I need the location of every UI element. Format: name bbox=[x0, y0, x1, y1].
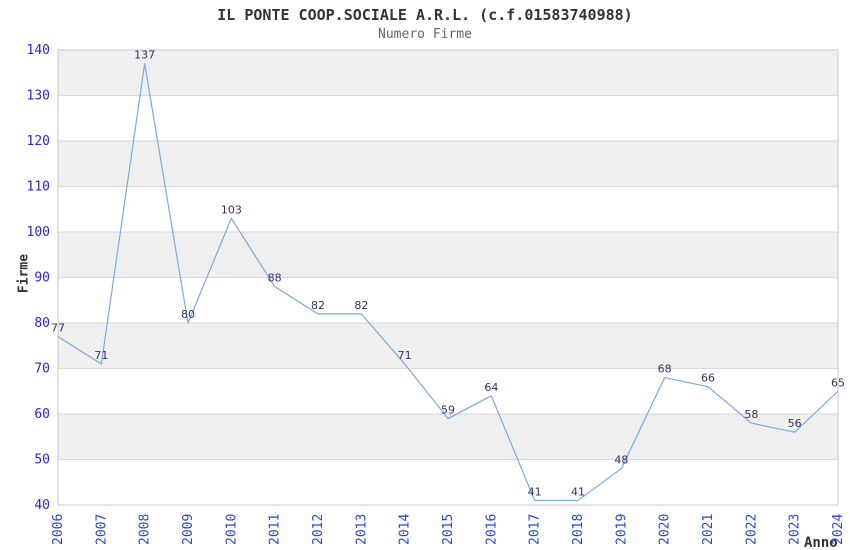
plot-band bbox=[58, 141, 838, 187]
x-tick-label: 2012 bbox=[311, 514, 326, 545]
x-tick-label: 2022 bbox=[744, 514, 759, 545]
x-tick-label: 2009 bbox=[181, 514, 196, 545]
y-tick-label: 130 bbox=[27, 89, 50, 104]
x-tick-label: 2008 bbox=[138, 514, 153, 545]
chart-title: IL PONTE COOP.SOCIALE A.R.L. (c.f.015837… bbox=[217, 6, 633, 24]
x-tick-label: 2020 bbox=[658, 514, 673, 545]
data-point-label: 68 bbox=[658, 363, 672, 376]
y-tick-label: 40 bbox=[34, 498, 50, 513]
y-tick-label: 90 bbox=[34, 271, 50, 286]
data-point-label: 71 bbox=[398, 349, 412, 362]
x-tick-label: 2023 bbox=[788, 514, 803, 545]
x-tick-label: 2010 bbox=[224, 514, 239, 545]
y-tick-label: 80 bbox=[34, 316, 50, 331]
y-tick-label: 70 bbox=[34, 362, 50, 377]
x-tick-label: 2007 bbox=[94, 514, 109, 545]
data-point-label: 88 bbox=[268, 272, 282, 285]
plot-border bbox=[57, 49, 839, 506]
x-tick-label: 2014 bbox=[398, 514, 413, 545]
plot-band bbox=[58, 323, 838, 369]
x-tick-label: 2024 bbox=[831, 514, 846, 545]
data-point-label: 82 bbox=[311, 299, 325, 312]
data-point-label: 65 bbox=[831, 376, 845, 389]
x-tick-label: 2013 bbox=[354, 514, 369, 545]
x-tick-label: 2019 bbox=[614, 514, 629, 545]
x-tick-label: 2018 bbox=[571, 514, 586, 545]
data-point-label: 41 bbox=[571, 485, 585, 498]
data-point-label: 137 bbox=[134, 49, 155, 62]
x-tick-label: 2006 bbox=[51, 514, 66, 545]
x-tick-label: 2015 bbox=[441, 514, 456, 545]
y-tick-label: 140 bbox=[27, 43, 50, 58]
plot-band bbox=[58, 414, 838, 460]
y-tick-label: 100 bbox=[27, 225, 50, 240]
y-tick-label: 50 bbox=[34, 453, 50, 468]
data-point-label: 41 bbox=[528, 485, 542, 498]
data-point-label: 103 bbox=[221, 203, 242, 216]
plot-band bbox=[58, 50, 838, 96]
y-tick-label: 110 bbox=[27, 180, 50, 195]
data-point-label: 58 bbox=[744, 408, 758, 421]
data-point-label: 64 bbox=[484, 381, 498, 394]
x-tick-label: 2017 bbox=[528, 514, 543, 545]
y-tick-label: 60 bbox=[34, 407, 50, 422]
x-axis-title: Anno bbox=[804, 535, 838, 550]
data-point-label: 48 bbox=[614, 454, 628, 467]
x-tick-label: 2016 bbox=[484, 514, 499, 545]
data-point-label: 59 bbox=[441, 404, 455, 417]
data-point-label: 82 bbox=[354, 299, 368, 312]
chart-subtitle: Numero Firme bbox=[378, 27, 472, 42]
x-tick-label: 2021 bbox=[701, 514, 716, 545]
x-tick-label: 2011 bbox=[268, 514, 283, 545]
data-point-label: 80 bbox=[181, 308, 195, 321]
plot-band bbox=[58, 232, 838, 278]
data-point-label: 77 bbox=[51, 322, 65, 335]
data-point-label: 66 bbox=[701, 372, 715, 385]
series-line bbox=[57, 63, 839, 502]
data-point-label: 56 bbox=[788, 417, 802, 430]
data-point-label: 71 bbox=[94, 349, 108, 362]
y-tick-label: 120 bbox=[27, 134, 50, 149]
